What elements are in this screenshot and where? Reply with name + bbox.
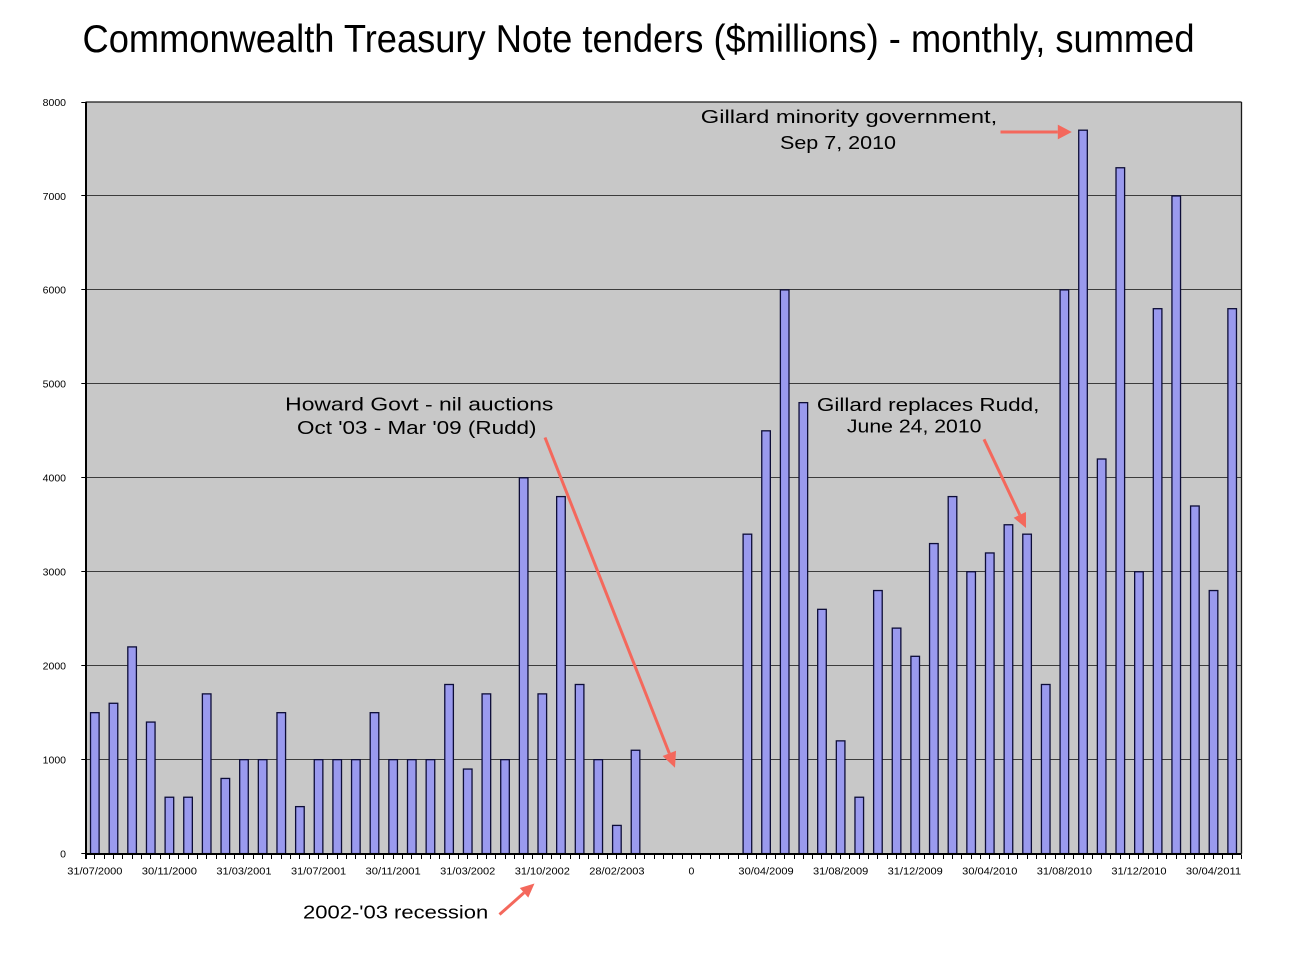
svg-text:31/07/2000: 31/07/2000: [67, 866, 122, 878]
svg-text:Commonwealth Treasury Note ten: Commonwealth Treasury Note tenders ($mil…: [83, 18, 1195, 61]
svg-text:2002-'03 recession: 2002-'03 recession: [303, 902, 488, 923]
svg-text:3000: 3000: [43, 567, 67, 579]
svg-text:31/07/2001: 31/07/2001: [291, 866, 346, 878]
svg-text:31/12/2010: 31/12/2010: [1111, 866, 1166, 878]
svg-text:31/10/2002: 31/10/2002: [515, 866, 570, 878]
svg-text:31/08/2009: 31/08/2009: [813, 866, 868, 878]
svg-text:30/04/2009: 30/04/2009: [738, 866, 793, 878]
svg-text:Howard Govt - nil auctions: Howard Govt - nil auctions: [285, 393, 553, 414]
svg-text:30/04/2011: 30/04/2011: [1186, 866, 1241, 878]
svg-text:8000: 8000: [43, 97, 67, 109]
svg-text:6000: 6000: [43, 285, 67, 297]
svg-text:1000: 1000: [43, 754, 67, 766]
svg-text:0: 0: [60, 848, 66, 860]
svg-text:Oct '03 - Mar '09 (Rudd): Oct '03 - Mar '09 (Rudd): [297, 417, 537, 438]
svg-text:5000: 5000: [43, 379, 67, 391]
svg-text:2000: 2000: [43, 661, 67, 673]
svg-text:4000: 4000: [43, 473, 67, 485]
svg-text:30/11/2000: 30/11/2000: [142, 866, 197, 878]
svg-text:Gillard minority government,: Gillard minority government,: [701, 106, 998, 127]
svg-text:31/08/2010: 31/08/2010: [1037, 866, 1092, 878]
svg-text:28/02/2003: 28/02/2003: [589, 866, 644, 878]
svg-text:0: 0: [689, 866, 695, 878]
svg-text:31/12/2009: 31/12/2009: [888, 866, 943, 878]
svg-text:7000: 7000: [43, 191, 67, 203]
svg-text:31/03/2001: 31/03/2001: [216, 866, 271, 878]
svg-text:30/11/2001: 30/11/2001: [366, 866, 421, 878]
svg-text:Sep 7, 2010: Sep 7, 2010: [780, 132, 896, 153]
svg-text:30/04/2010: 30/04/2010: [962, 866, 1017, 878]
svg-text:Gillard replaces Rudd,: Gillard replaces Rudd,: [817, 394, 1040, 415]
svg-text:June 24, 2010: June 24, 2010: [847, 416, 982, 437]
svg-text:31/03/2002: 31/03/2002: [440, 866, 495, 878]
